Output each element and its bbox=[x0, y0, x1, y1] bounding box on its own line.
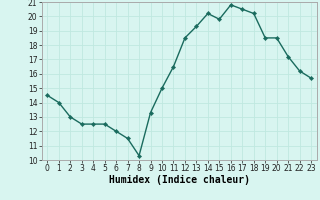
X-axis label: Humidex (Indice chaleur): Humidex (Indice chaleur) bbox=[109, 175, 250, 185]
